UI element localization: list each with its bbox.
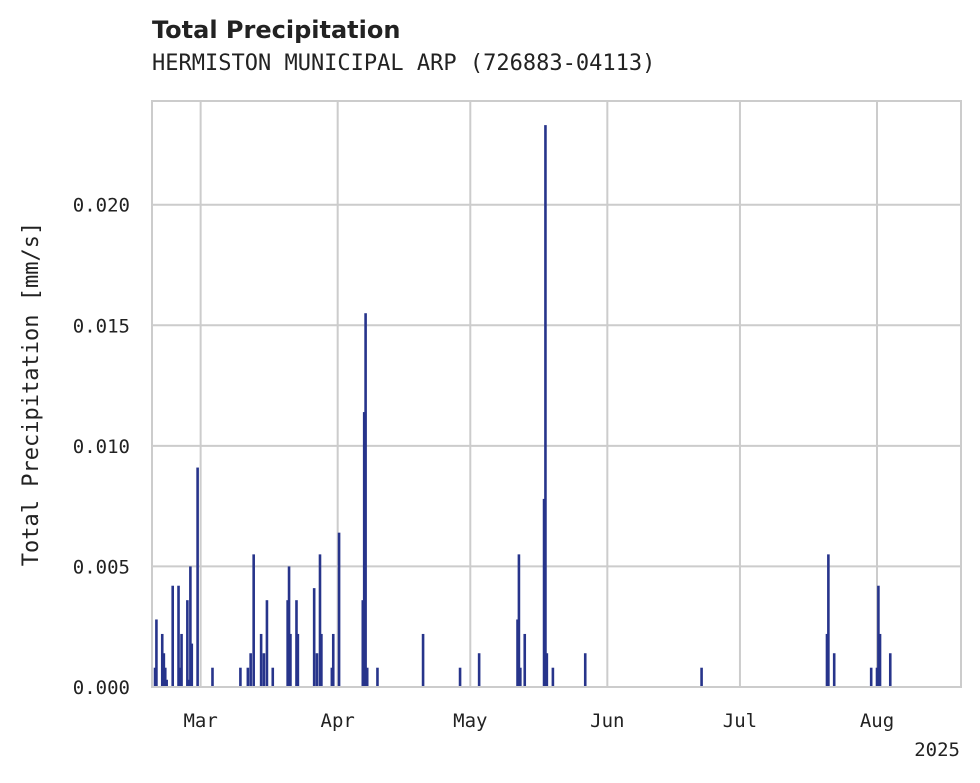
precipitation-bar (177, 585, 180, 687)
y-tick-label: 0.015 (73, 315, 130, 337)
precipitation-bar (832, 653, 836, 687)
precipitation-bar (265, 600, 269, 687)
precipitation-bar (877, 585, 880, 687)
x-axis-year-label: 2025 (914, 739, 960, 761)
y-tick-label: 0.005 (73, 556, 130, 578)
precipitation-bar (315, 653, 319, 687)
precipitation-bar (365, 667, 369, 687)
y-axis-label: Total Precipitation [mm/s] (19, 222, 44, 566)
precipitation-bar (271, 667, 275, 687)
precipitation-bar (517, 554, 521, 687)
precipitation-bar (318, 554, 322, 687)
precipitation-bar (551, 667, 555, 687)
precipitation-bar (289, 633, 292, 687)
y-tick-label: 0.000 (73, 677, 130, 699)
precipitation-bar (189, 566, 192, 687)
x-tick-label: Jul (723, 710, 757, 732)
precipitation-bar (262, 653, 266, 687)
precipitation-bar (825, 633, 829, 687)
chart-subtitle: HERMISTON MUNICIPAL ARP (726883-04113) (152, 51, 656, 76)
precipitation-bar (516, 619, 519, 687)
precipitation-bar (165, 679, 168, 687)
precipitation-bar (190, 643, 194, 687)
precipitation-bar (869, 667, 873, 687)
x-tick-label: Mar (183, 710, 217, 732)
precipitation-bar (878, 633, 882, 687)
precipitation-bar (246, 667, 250, 687)
precipitation-bar (544, 125, 547, 687)
y-axis-ticks: 0.000 0.005 0.010 0.015 0.020 (73, 195, 130, 699)
x-tick-label: Aug (860, 710, 894, 732)
precipitation-bar (542, 498, 546, 687)
precipitation-bar (153, 667, 157, 687)
precipitation-bar (286, 600, 289, 687)
precipitation-bar (196, 467, 199, 687)
precipitation-bar (171, 585, 175, 687)
precipitation-bar (364, 313, 367, 687)
bar-series (153, 125, 892, 687)
precipitation-bar (163, 667, 167, 687)
plot-frame (151, 100, 962, 688)
precipitation-bar (155, 619, 158, 687)
precipitation-bar (187, 679, 191, 687)
precipitation-bar (249, 653, 252, 687)
precipitation-bar (312, 588, 316, 687)
chart-title: Total Precipitation (152, 16, 401, 44)
y-tick-label: 0.020 (73, 195, 130, 217)
precipitation-bar (458, 667, 462, 687)
precipitation-bar (180, 633, 183, 687)
precipitation-bar (252, 554, 255, 687)
x-tick-label: Jun (590, 710, 624, 732)
precipitation-bar (295, 600, 298, 687)
y-tick-label: 0.010 (73, 436, 130, 458)
precipitation-bar (239, 667, 242, 687)
precipitation-bar (160, 633, 164, 687)
precipitation-bar (888, 653, 892, 687)
x-axis-ticks: Mar Apr May Jun Jul Aug (183, 710, 894, 732)
precipitation-bar (178, 667, 182, 687)
precipitation-bar (376, 667, 379, 687)
precipitation-bar (162, 653, 166, 687)
precipitation-bar (361, 600, 365, 687)
precipitation-bar (875, 667, 879, 687)
grid-lines (152, 101, 961, 687)
precipitation-bar (296, 633, 300, 687)
precipitation-bar (583, 653, 587, 687)
precipitation-bar (331, 633, 335, 687)
precipitation-bar (330, 667, 334, 687)
precipitation-bar (320, 633, 323, 687)
precipitation-bar (477, 653, 481, 687)
precipitation-bar (337, 532, 341, 687)
precipitation-bar (211, 667, 214, 687)
precipitation-bar (421, 633, 425, 687)
precipitation-bar (259, 633, 263, 687)
precipitation-bar (545, 653, 549, 687)
precipitation-bar (287, 566, 291, 687)
precipitation-bar (827, 554, 830, 687)
x-tick-label: May (453, 710, 487, 732)
precipitation-bar (523, 633, 527, 687)
precipitation-bar (186, 600, 189, 687)
precipitation-bar (362, 412, 366, 687)
precipitation-bar (700, 667, 703, 687)
precipitation-bar (519, 667, 522, 687)
x-tick-label: Apr (321, 710, 355, 732)
